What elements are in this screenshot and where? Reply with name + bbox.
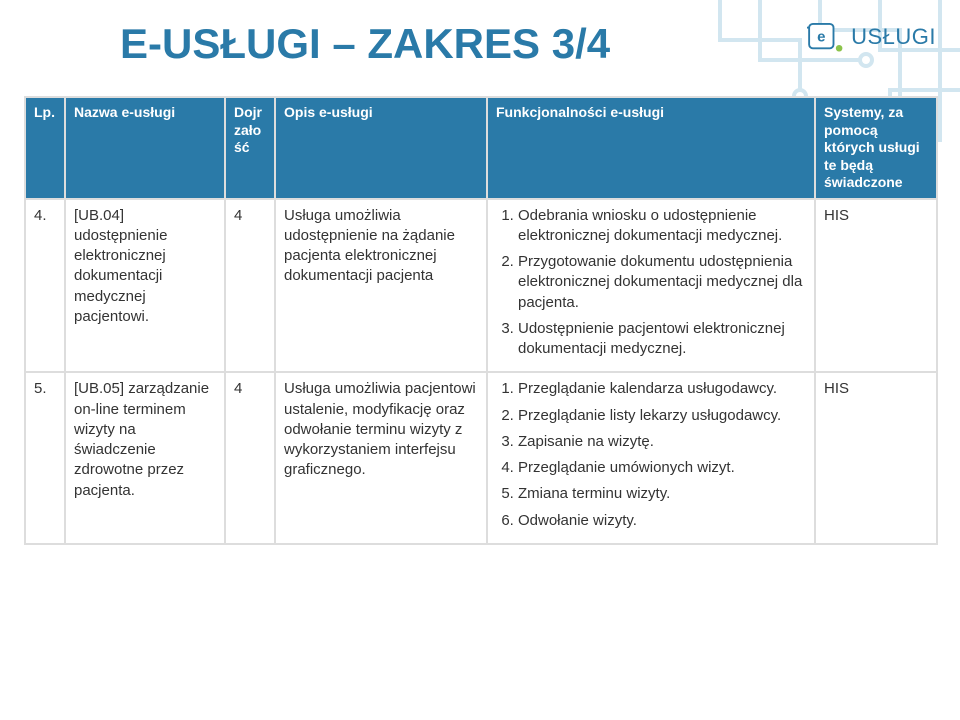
- logo-icon: e: [807, 22, 845, 52]
- cell-maturity: 4: [225, 199, 275, 373]
- col-systems: Systemy, za pomocą których usługi te będ…: [815, 97, 937, 199]
- table-row: 5. [UB.05] zarządzanie on-line terminem …: [25, 372, 937, 544]
- cell-name: [UB.04] udostępnienie elektronicznej dok…: [65, 199, 225, 373]
- func-item: Odebrania wniosku o udostępnienie elektr…: [518, 206, 806, 247]
- col-description: Opis e-usługi: [275, 97, 487, 199]
- col-name: Nazwa e-usługi: [65, 97, 225, 199]
- brand-logo: e USŁUGI: [807, 22, 936, 52]
- cell-description: Usługa umożliwia udostępnienie na żądani…: [275, 199, 487, 373]
- cell-systems: HIS: [815, 199, 937, 373]
- table-row: 4. [UB.04] udostępnienie elektronicznej …: [25, 199, 937, 373]
- func-item: Zapisanie na wizytę.: [518, 432, 806, 452]
- func-item: Odwołanie wizyty.: [518, 511, 806, 531]
- func-item: Przeglądanie kalendarza usługodawcy.: [518, 379, 806, 399]
- col-functions: Funkcjonalności e-usługi: [487, 97, 815, 199]
- page-title: E-USŁUGI – ZAKRES 3/4: [120, 20, 610, 68]
- func-item: Zmiana terminu wizyty.: [518, 484, 806, 504]
- table-header-row: Lp. Nazwa e-usługi Dojr zało ść Opis e-u…: [25, 97, 937, 199]
- cell-functions: Odebrania wniosku o udostępnienie elektr…: [487, 199, 815, 373]
- func-item: Przeglądanie umówionych wizyt.: [518, 458, 806, 478]
- svg-text:e: e: [817, 29, 825, 46]
- col-lp: Lp.: [25, 97, 65, 199]
- services-table: Lp. Nazwa e-usługi Dojr zało ść Opis e-u…: [24, 96, 938, 545]
- cell-description: Usługa umożliwia pacjentowi ustalenie, m…: [275, 372, 487, 544]
- col-maturity: Dojr zało ść: [225, 97, 275, 199]
- cell-lp: 4.: [25, 199, 65, 373]
- cell-functions: Przeglądanie kalendarza usługodawcy. Prz…: [487, 372, 815, 544]
- cell-name: [UB.05] zarządzanie on-line terminem wiz…: [65, 372, 225, 544]
- cell-maturity: 4: [225, 372, 275, 544]
- func-item: Udostępnienie pacjentowi elektronicznej …: [518, 319, 806, 360]
- logo-text: USŁUGI: [851, 24, 936, 50]
- func-item: Przygotowanie dokumentu udostępnienia el…: [518, 252, 806, 313]
- cell-systems: HIS: [815, 372, 937, 544]
- cell-lp: 5.: [25, 372, 65, 544]
- func-item: Przeglądanie listy lekarzy usługodawcy.: [518, 406, 806, 426]
